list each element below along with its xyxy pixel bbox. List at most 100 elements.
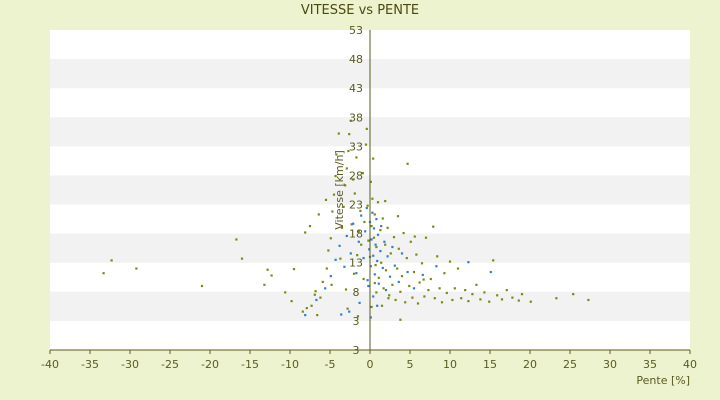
data-point <box>352 272 356 275</box>
data-point <box>334 258 337 261</box>
data-point <box>360 214 363 217</box>
data-point <box>376 304 379 307</box>
data-point <box>397 280 400 284</box>
data-point <box>416 302 420 305</box>
data-point <box>448 260 452 263</box>
x-tick-label: -40 <box>41 358 59 371</box>
data-point <box>391 245 394 249</box>
x-tick-label: 20 <box>523 358 537 371</box>
data-point <box>365 206 368 210</box>
data-point <box>373 273 376 276</box>
data-point <box>418 281 421 284</box>
x-tick-label: 10 <box>443 358 457 371</box>
data-point <box>344 184 347 187</box>
data-point <box>200 284 204 288</box>
x-tick-label: 35 <box>643 358 657 371</box>
data-point <box>412 287 416 290</box>
data-point <box>284 291 287 294</box>
data-point <box>331 210 334 213</box>
data-point <box>372 236 376 239</box>
data-point <box>376 233 380 236</box>
data-point <box>382 287 385 290</box>
chart-title: VITESSE vs PENTE <box>301 3 419 18</box>
x-tick-label: 5 <box>407 358 414 371</box>
data-point <box>357 240 360 243</box>
data-point <box>511 296 514 299</box>
x-tick-label: -30 <box>121 358 139 371</box>
data-point <box>319 296 322 299</box>
data-point <box>406 270 409 274</box>
data-point <box>464 288 467 292</box>
y-tick-label: 48 <box>349 53 363 66</box>
data-point <box>370 305 373 309</box>
data-point <box>587 298 590 302</box>
data-point <box>334 174 337 178</box>
data-point <box>489 270 492 274</box>
data-point <box>330 283 333 286</box>
data-point <box>314 290 317 293</box>
data-point <box>422 278 425 281</box>
data-point <box>375 217 378 221</box>
data-point <box>396 215 400 218</box>
data-point <box>373 213 376 216</box>
data-point <box>356 254 359 257</box>
data-point <box>492 259 495 262</box>
data-point <box>399 318 402 321</box>
data-point <box>555 297 558 300</box>
data-point <box>340 226 344 229</box>
data-point <box>483 291 486 294</box>
x-tick-label: -15 <box>241 358 259 371</box>
y-tick-label: 43 <box>349 82 363 95</box>
data-point <box>349 252 352 255</box>
data-point <box>102 272 105 275</box>
data-point <box>415 253 418 256</box>
data-point <box>397 247 400 250</box>
data-point <box>500 298 504 301</box>
data-point <box>409 240 412 243</box>
data-point <box>479 298 482 301</box>
data-point <box>435 265 438 268</box>
data-point <box>240 257 244 260</box>
data-point <box>411 296 414 299</box>
data-point <box>405 256 408 260</box>
data-point <box>572 293 575 296</box>
y-tick-label: 8 <box>353 286 360 299</box>
data-point <box>363 220 366 224</box>
data-point <box>380 224 383 228</box>
data-point <box>392 236 396 239</box>
data-point <box>313 293 316 296</box>
data-point <box>360 243 363 246</box>
data-point <box>301 310 304 313</box>
x-tick-label: -20 <box>201 358 219 371</box>
data-point <box>372 157 375 160</box>
data-point <box>408 284 411 288</box>
y-tick-label: 13 <box>349 257 363 270</box>
data-point <box>368 248 371 251</box>
data-point <box>488 300 491 303</box>
data-point <box>135 267 138 270</box>
data-point <box>402 231 405 235</box>
data-point <box>396 267 399 270</box>
data-point <box>445 291 448 295</box>
data-point <box>373 281 376 285</box>
data-point <box>315 298 318 302</box>
data-point <box>456 267 460 270</box>
data-point <box>317 213 320 216</box>
data-point <box>413 235 416 238</box>
data-point <box>345 234 348 238</box>
data-point <box>347 149 350 153</box>
data-point <box>304 231 307 234</box>
data-point <box>374 263 377 267</box>
data-point <box>321 280 324 284</box>
data-point <box>304 313 307 317</box>
data-point <box>412 270 416 274</box>
data-point <box>270 274 273 277</box>
data-point <box>365 127 368 131</box>
data-point <box>346 307 349 310</box>
y-tick-label: 3 <box>353 315 360 328</box>
data-point <box>386 226 389 229</box>
data-point <box>377 276 380 279</box>
data-point <box>400 275 404 278</box>
data-point <box>361 172 364 175</box>
